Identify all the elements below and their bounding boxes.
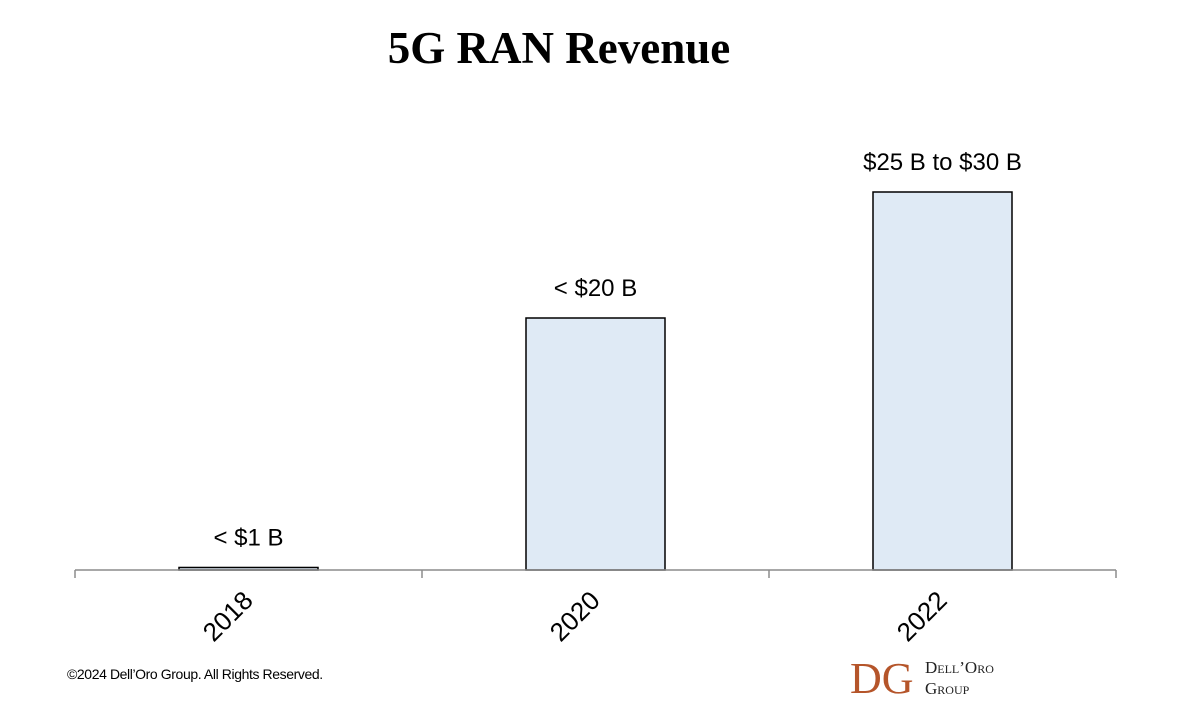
data-label-2022: $25 B to $30 B <box>863 149 1022 176</box>
data-labels-group: < $1 B < $20 B $25 B to $30 B <box>213 149 1021 551</box>
logo-line-1: Dell’Oro <box>925 658 994 677</box>
logo-monogram-icon: DG <box>850 655 914 699</box>
chart-title: 5G RAN Revenue <box>387 23 731 73</box>
x-tick-label-2018: 2018 <box>197 585 259 647</box>
x-tick-label-2022: 2022 <box>891 585 953 647</box>
data-label-2020: < $20 B <box>554 275 637 302</box>
bar-2022 <box>872 191 1013 571</box>
logo-wordmark: Dell’Oro Group <box>925 657 994 699</box>
logo-monogram-text: DG <box>850 655 914 699</box>
data-label-2018: < $1 B <box>213 524 283 551</box>
bars-group <box>178 191 1013 571</box>
x-axis-ticks <box>74 570 1117 578</box>
copyright-notice: ©2024 Dell’Oro Group. All Rights Reserve… <box>67 666 323 682</box>
x-tick-label-2020: 2020 <box>544 585 606 647</box>
bar-2020 <box>525 317 666 571</box>
logo-line-2: Group <box>925 679 970 698</box>
company-logo: DG Dell’Oro Group <box>850 655 1030 699</box>
x-axis-tick-labels: 2018 2020 2022 <box>197 585 953 647</box>
